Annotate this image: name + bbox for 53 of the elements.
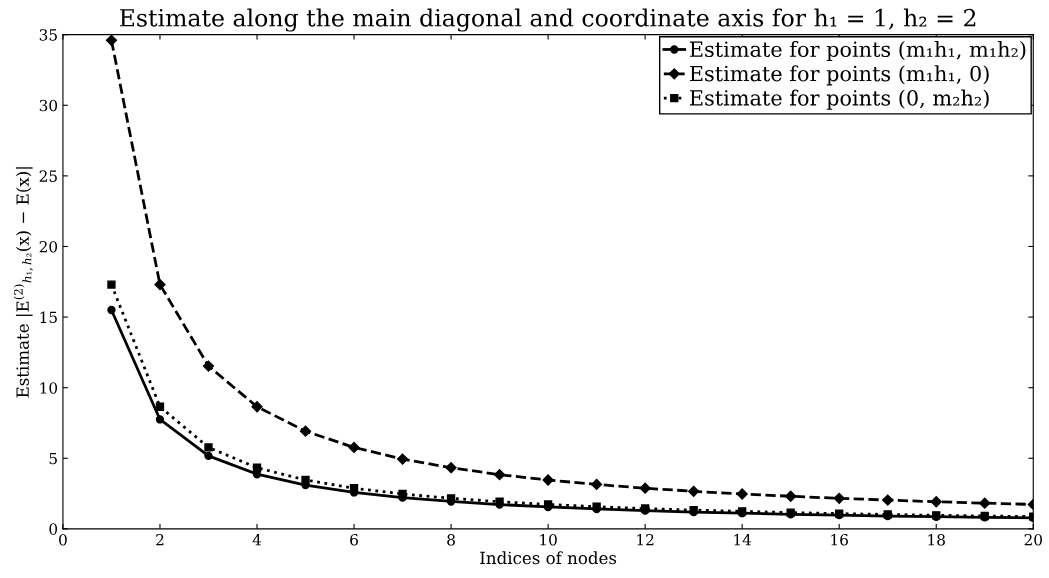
x-tick-label: 0 bbox=[59, 534, 67, 546]
point bbox=[299, 425, 312, 437]
x-tick-label: 6 bbox=[350, 534, 358, 546]
point bbox=[155, 415, 165, 424]
point bbox=[154, 278, 166, 291]
y-tick-label: 30 bbox=[39, 99, 58, 112]
point bbox=[882, 494, 894, 506]
legend-label: Estimate for points (m₁h₁, m₁h₂) bbox=[689, 40, 1026, 62]
point bbox=[251, 401, 263, 413]
x-tick-label: 14 bbox=[734, 534, 752, 546]
x-tick-label: 10 bbox=[540, 534, 557, 546]
point bbox=[785, 490, 797, 502]
point bbox=[688, 485, 700, 497]
point bbox=[301, 475, 310, 485]
point bbox=[252, 463, 262, 472]
point bbox=[396, 453, 409, 465]
x-tick-label: 4 bbox=[252, 534, 262, 546]
x-tick-label: 16 bbox=[831, 534, 848, 546]
y-tick-label: 5 bbox=[49, 452, 57, 465]
y-tick-label: 0 bbox=[49, 523, 58, 535]
point bbox=[930, 496, 942, 508]
point bbox=[105, 34, 118, 46]
point bbox=[107, 280, 116, 289]
point bbox=[349, 484, 359, 493]
point bbox=[204, 443, 213, 452]
x-tick-label: 2 bbox=[156, 534, 164, 546]
point bbox=[445, 462, 457, 474]
legend-label: Estimate for points (m₁h₁, 0) bbox=[689, 65, 989, 86]
y-tick-label: 35 bbox=[39, 29, 57, 41]
point bbox=[833, 492, 845, 504]
point bbox=[398, 489, 407, 499]
legend-label: Estimate for points (0, m₂h₂) bbox=[689, 89, 989, 110]
point bbox=[736, 488, 748, 500]
y-tick-label: 20 bbox=[39, 240, 58, 253]
x-tick-label: 18 bbox=[928, 534, 945, 546]
point bbox=[639, 482, 651, 494]
x-tick-label: 12 bbox=[637, 534, 654, 546]
point bbox=[493, 469, 506, 481]
y-axis-title: Estimate |E$^{(2)}$$_{h₁,h₂}$(x) − E(x)| bbox=[13, 167, 33, 398]
point bbox=[979, 497, 991, 509]
point bbox=[591, 478, 603, 490]
y-tick-label: 25 bbox=[39, 170, 57, 182]
point bbox=[107, 305, 116, 315]
point bbox=[204, 451, 213, 461]
chart-title: Estimate along the main diagonal and coordinate axis for h₁ = 1, h₂ = 2 bbox=[119, 8, 976, 32]
point bbox=[202, 360, 215, 372]
x-axis-title: Indices of nodes bbox=[480, 551, 617, 565]
point bbox=[348, 441, 360, 454]
x-tick-label: 20 bbox=[1024, 534, 1042, 546]
x-tick-label: 8 bbox=[447, 534, 455, 546]
point bbox=[155, 402, 165, 411]
y-tick-label: 15 bbox=[40, 311, 57, 324]
y-tick-label: 10 bbox=[40, 382, 58, 394]
